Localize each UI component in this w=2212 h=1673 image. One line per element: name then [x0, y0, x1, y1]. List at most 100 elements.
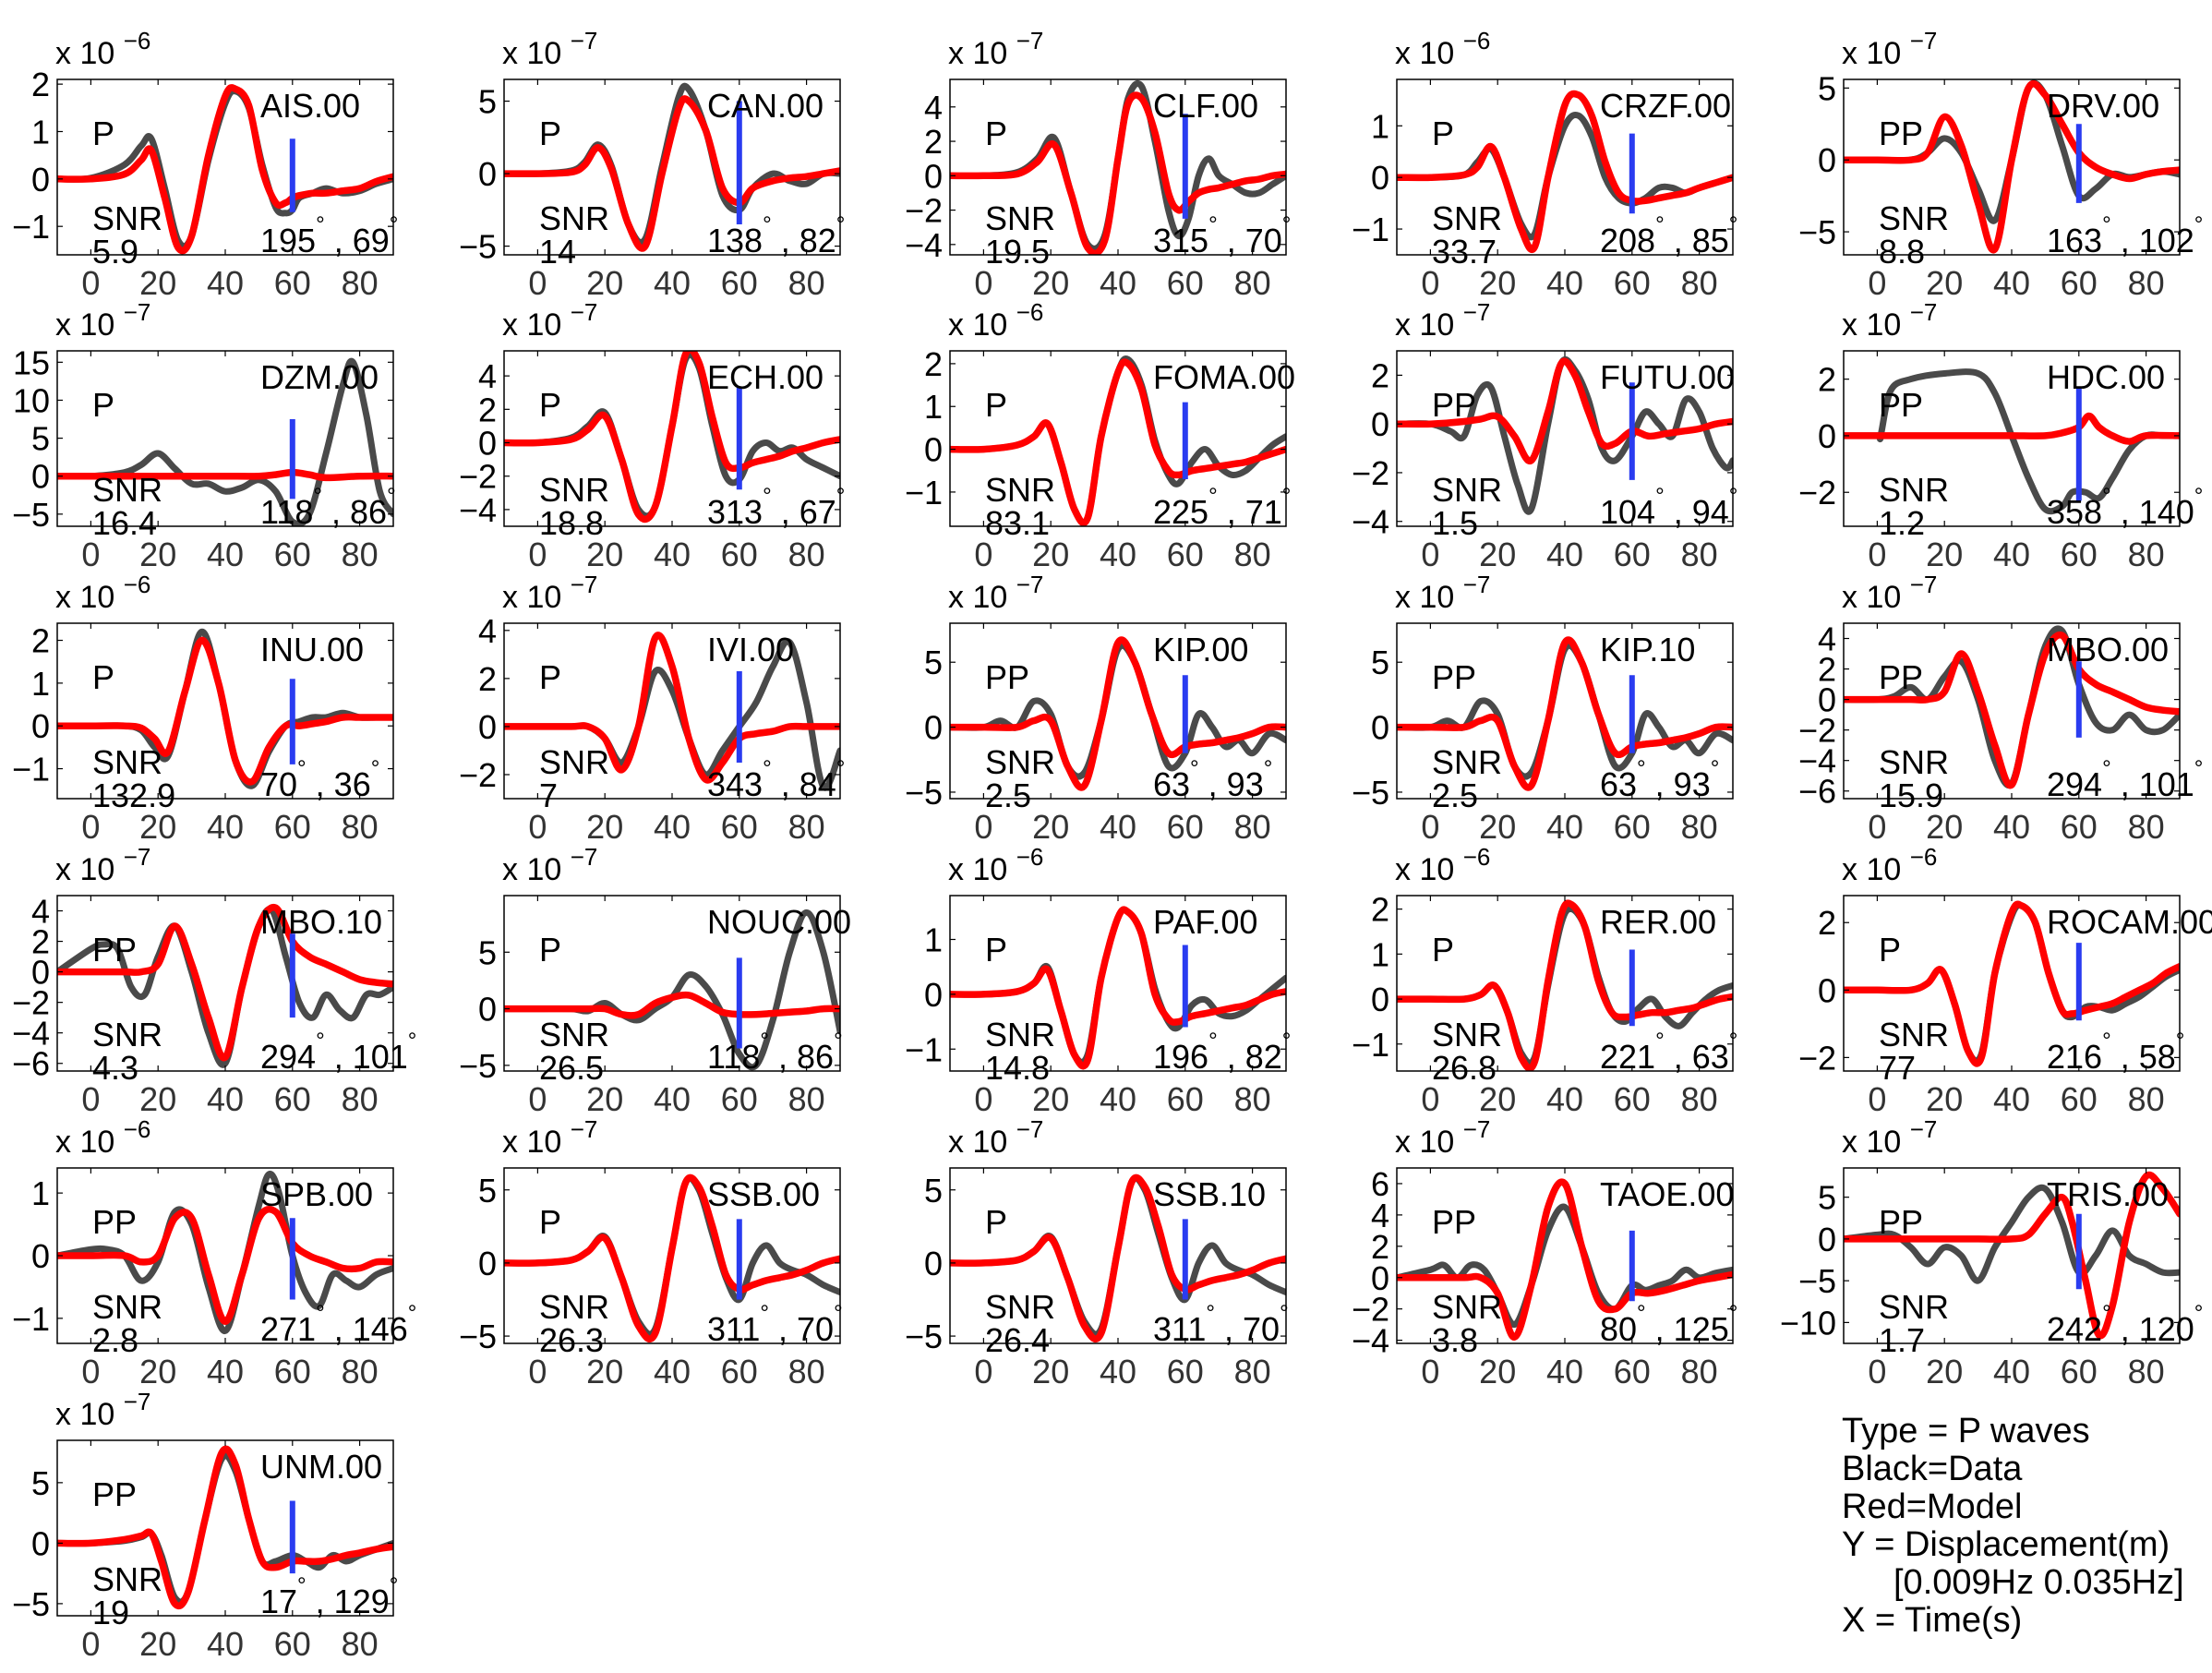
- y-tick-label: 0: [1371, 1259, 1389, 1297]
- distance-value: 120: [2139, 1310, 2194, 1348]
- station-label: HDC.00: [2047, 358, 2165, 396]
- snr-value: 19.5: [985, 233, 1050, 271]
- y-tick-label: 0: [31, 1237, 50, 1275]
- y-tick-label: −1: [1352, 1026, 1389, 1064]
- y-tick-label: 15: [13, 343, 50, 381]
- axis-exponent-power: −7: [1463, 298, 1491, 326]
- azimuth-distance: 221° , 63°: [1600, 1029, 1737, 1076]
- y-tick-label: −1: [12, 751, 50, 788]
- y-tick-label: −2: [1798, 712, 1836, 750]
- y-tick-label: 0: [31, 161, 50, 199]
- axis-exponent-power: −7: [571, 27, 598, 54]
- azimuth-distance: 163° , 102°: [2047, 212, 2203, 259]
- x-tick-label: 20: [1926, 1353, 1963, 1390]
- snr-label: SNR: [539, 471, 609, 509]
- axis-exponent: x 10 −6: [1395, 843, 1490, 887]
- snr-value: 18.8: [539, 504, 604, 542]
- phase-label: PP: [92, 1475, 137, 1513]
- x-tick-label: 20: [586, 1080, 623, 1118]
- y-tick-label: 1: [924, 388, 943, 426]
- snr-label: SNR: [1432, 1288, 1502, 1326]
- x-tick-label: 60: [1167, 1080, 1204, 1118]
- y-tick-label: 0: [31, 1524, 50, 1562]
- snr-label: SNR: [92, 1560, 162, 1598]
- y-tick-label: −5: [459, 228, 497, 266]
- phase-label: PP: [1432, 658, 1476, 696]
- axis-exponent-power: −7: [124, 1388, 151, 1415]
- x-tick-label: 40: [1100, 1080, 1136, 1118]
- phase-label: PP: [1879, 386, 1923, 424]
- y-tick-label: 1: [31, 1174, 50, 1212]
- axis-exponent: x 10 −6: [1842, 843, 1937, 887]
- y-tick-label: 0: [1818, 1221, 1836, 1258]
- station-label: UNM.00: [260, 1448, 382, 1486]
- axis-exponent-power: −7: [571, 298, 598, 326]
- x-tick-label: 20: [1032, 808, 1069, 846]
- azimuth-value: 311: [1153, 1310, 1206, 1348]
- axis-exponent: x 10 −7: [1395, 1115, 1490, 1160]
- x-tick-label: 80: [342, 264, 379, 302]
- x-tick-label: 0: [974, 264, 992, 302]
- phase-label: P: [92, 386, 114, 424]
- distance-value: 102: [2139, 222, 2194, 259]
- snr-value: 8.8: [1879, 233, 1925, 271]
- x-tick-label: 20: [139, 808, 176, 846]
- y-tick-label: −4: [1352, 503, 1389, 541]
- x-tick-label: 0: [81, 1080, 100, 1118]
- x-tick-label: 0: [1868, 536, 1886, 573]
- x-tick-label: 20: [586, 264, 623, 302]
- y-tick-label: −2: [12, 984, 50, 1022]
- y-tick-label: 5: [478, 83, 497, 121]
- snr-label: SNR: [92, 1016, 162, 1053]
- azimuth-distance: 17° , 129°: [260, 1573, 398, 1620]
- station-label: SSB.00: [707, 1175, 820, 1213]
- station-label: DRV.00: [2047, 87, 2159, 125]
- station-label: SSB.10: [1153, 1175, 1266, 1213]
- x-tick-label: 40: [207, 536, 244, 573]
- phase-label: P: [539, 931, 561, 969]
- y-tick-label: 2: [924, 123, 943, 161]
- azimuth-distance: 63° , 93°: [1153, 756, 1272, 803]
- phase-label: P: [539, 386, 561, 424]
- x-tick-label: 20: [139, 1080, 176, 1118]
- phase-label: P: [985, 114, 1007, 152]
- x-tick-label: 80: [1681, 536, 1718, 573]
- y-tick-label: −2: [1798, 1039, 1836, 1077]
- x-tick-label: 60: [274, 1353, 311, 1390]
- y-tick-label: 2: [1371, 891, 1389, 929]
- axis-exponent-power: −6: [1910, 843, 1938, 871]
- snr-label: SNR: [1879, 199, 1949, 237]
- distance-value: 63: [1692, 1038, 1729, 1076]
- snr-value: 2.5: [1432, 776, 1478, 814]
- x-tick-label: 40: [654, 808, 691, 846]
- azimuth-distance: 311° , 70°: [1153, 1301, 1289, 1348]
- azimuth-distance: 80° , 125°: [1600, 1301, 1737, 1348]
- x-tick-label: 80: [342, 1625, 379, 1663]
- y-tick-label: 0: [478, 155, 497, 193]
- x-tick-label: 60: [721, 264, 758, 302]
- station-label: FOMA.00: [1153, 358, 1295, 396]
- x-tick-label: 80: [788, 536, 825, 573]
- x-tick-label: 80: [1234, 536, 1271, 573]
- station-label: ECH.00: [707, 358, 823, 396]
- x-tick-label: 20: [1032, 1353, 1069, 1390]
- x-tick-label: 80: [1681, 1353, 1718, 1390]
- azimuth-value: 315: [1153, 222, 1208, 259]
- axis-exponent: x 10 −7: [1395, 571, 1490, 615]
- y-tick-label: −4: [12, 1015, 50, 1053]
- axis-exponent-power: −6: [1016, 298, 1044, 326]
- x-tick-label: 40: [1993, 1080, 2030, 1118]
- x-tick-label: 80: [1234, 808, 1271, 846]
- y-tick-label: −1: [12, 1300, 50, 1338]
- y-tick-label: −2: [1352, 1291, 1389, 1329]
- station-label: AIS.00: [260, 87, 360, 125]
- model-trace: [57, 636, 393, 786]
- snr-value: 77: [1879, 1049, 1916, 1087]
- x-tick-label: 40: [207, 1625, 244, 1663]
- azimuth-value: 63: [1600, 765, 1637, 803]
